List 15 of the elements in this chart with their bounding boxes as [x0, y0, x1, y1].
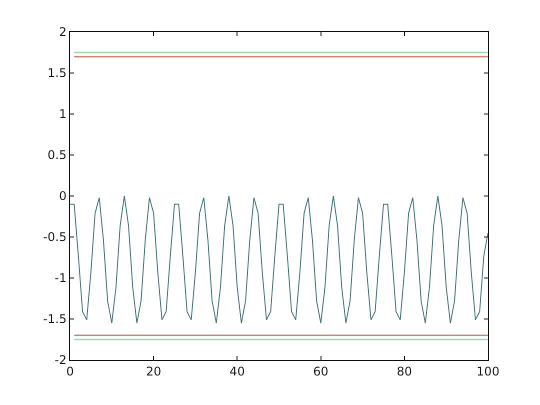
line-series	[70, 196, 488, 324]
y-tick-label: 0.5	[48, 148, 67, 162]
y-tick-label: 2	[58, 25, 67, 40]
y-tick-label: -2	[54, 353, 67, 368]
x-tick-label: 100	[476, 364, 500, 378]
y-tick-label: 0	[58, 189, 67, 204]
x-tick-label: 60	[313, 364, 328, 378]
x-tick-label: 80	[396, 364, 412, 378]
y-tick-label: 1.5	[48, 66, 67, 80]
y-tick-label: -1.5	[43, 312, 67, 326]
x-tick-label: 40	[230, 364, 245, 378]
y-tick-label: -0.5	[43, 230, 67, 244]
y-tick-label: 1	[58, 107, 67, 122]
x-tick-label: 20	[146, 364, 162, 378]
y-tick-label: -1	[54, 271, 67, 286]
